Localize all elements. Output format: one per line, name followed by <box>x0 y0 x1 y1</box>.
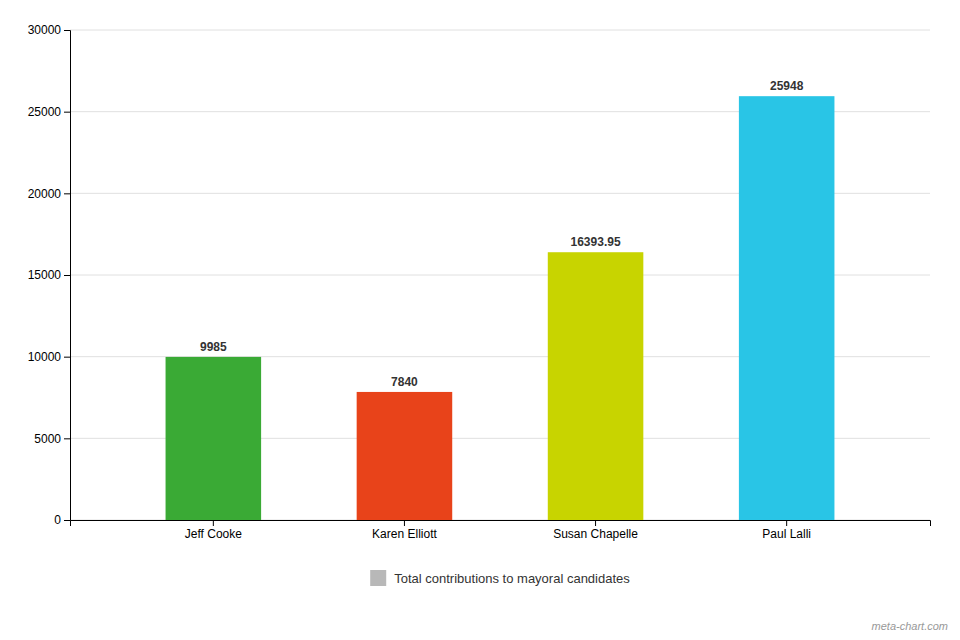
x-tick-mark <box>595 520 596 526</box>
grid-line <box>70 30 930 31</box>
x-tick-label: Susan Chapelle <box>553 527 638 541</box>
bars <box>166 96 835 520</box>
plot: 0 5000 10000 15000 20000 25000 30000 Jeff Cooke… <box>28 23 931 540</box>
y-tick-label: 30000 <box>28 23 62 37</box>
y-tick: 25000 <box>28 105 70 119</box>
y-tick-label: 25000 <box>28 105 62 119</box>
data-label: 25948 <box>770 79 804 93</box>
data-labels: 9985 7840 16393.95 25948 <box>200 79 804 389</box>
legend: Total contributions to mayoral candidate… <box>370 570 630 586</box>
legend-swatch <box>370 570 386 586</box>
bar <box>739 96 835 520</box>
y-tick-mark <box>64 112 70 113</box>
x-tick: Susan Chapelle <box>553 520 638 541</box>
y-tick-label: 10000 <box>28 350 62 364</box>
data-label: 9985 <box>200 340 227 354</box>
bar <box>166 357 262 520</box>
x-tick: Karen Elliott <box>372 520 437 541</box>
y-tick-mark <box>64 357 70 358</box>
x-tick: Jeff Cooke <box>185 520 242 541</box>
x-axis-line <box>71 521 931 527</box>
data-label: 16393.95 <box>571 235 621 249</box>
x-tick-mark <box>404 520 405 526</box>
legend-label: Total contributions to mayoral candidate… <box>394 571 630 586</box>
y-tick-mark <box>64 438 70 439</box>
y-tick-label: 5000 <box>34 432 61 446</box>
x-tick-label: Paul Lalli <box>762 527 811 541</box>
y-tick-label: 0 <box>54 513 61 527</box>
grid <box>70 30 930 520</box>
y-tick: 10000 <box>28 350 70 364</box>
bar <box>357 392 453 520</box>
annotation: meta-chart.com <box>872 620 948 632</box>
y-tick-label: 15000 <box>28 268 62 282</box>
bar <box>548 252 644 520</box>
y-axis-line <box>64 31 71 521</box>
y-tick: 15000 <box>28 268 70 282</box>
x-tick-label: Karen Elliott <box>372 527 437 541</box>
y-tick-mark <box>64 193 70 194</box>
chart: 0 5000 10000 15000 20000 25000 30000 Jeff Cooke… <box>0 0 960 640</box>
x-tick-label: Jeff Cooke <box>185 527 242 541</box>
y-tick-mark <box>64 30 70 31</box>
y-tick: 5000 <box>34 432 70 446</box>
y-tick-mark <box>64 275 70 276</box>
y-tick-label: 20000 <box>28 187 62 201</box>
y-axis: 0 5000 10000 15000 20000 25000 30000 <box>28 23 71 527</box>
x-tick: Paul Lalli <box>762 520 811 541</box>
x-axis: Jeff Cooke Karen Elliott Susan Chapelle Pau… <box>71 520 931 541</box>
y-tick: 20000 <box>28 187 70 201</box>
y-tick: 0 <box>54 513 70 527</box>
x-tick-mark <box>786 520 787 526</box>
data-label: 7840 <box>391 375 418 389</box>
x-tick-mark <box>213 520 214 526</box>
y-tick: 30000 <box>28 23 70 37</box>
y-tick-mark <box>64 520 70 521</box>
